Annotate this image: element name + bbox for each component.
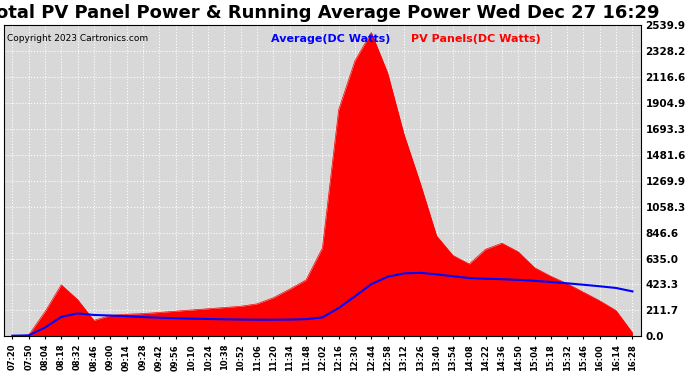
Text: Average(DC Watts): Average(DC Watts): [271, 34, 391, 45]
Title: Total PV Panel Power & Running Average Power Wed Dec 27 16:29: Total PV Panel Power & Running Average P…: [0, 4, 659, 22]
Text: PV Panels(DC Watts): PV Panels(DC Watts): [411, 34, 541, 45]
Text: Copyright 2023 Cartronics.com: Copyright 2023 Cartronics.com: [8, 34, 148, 44]
